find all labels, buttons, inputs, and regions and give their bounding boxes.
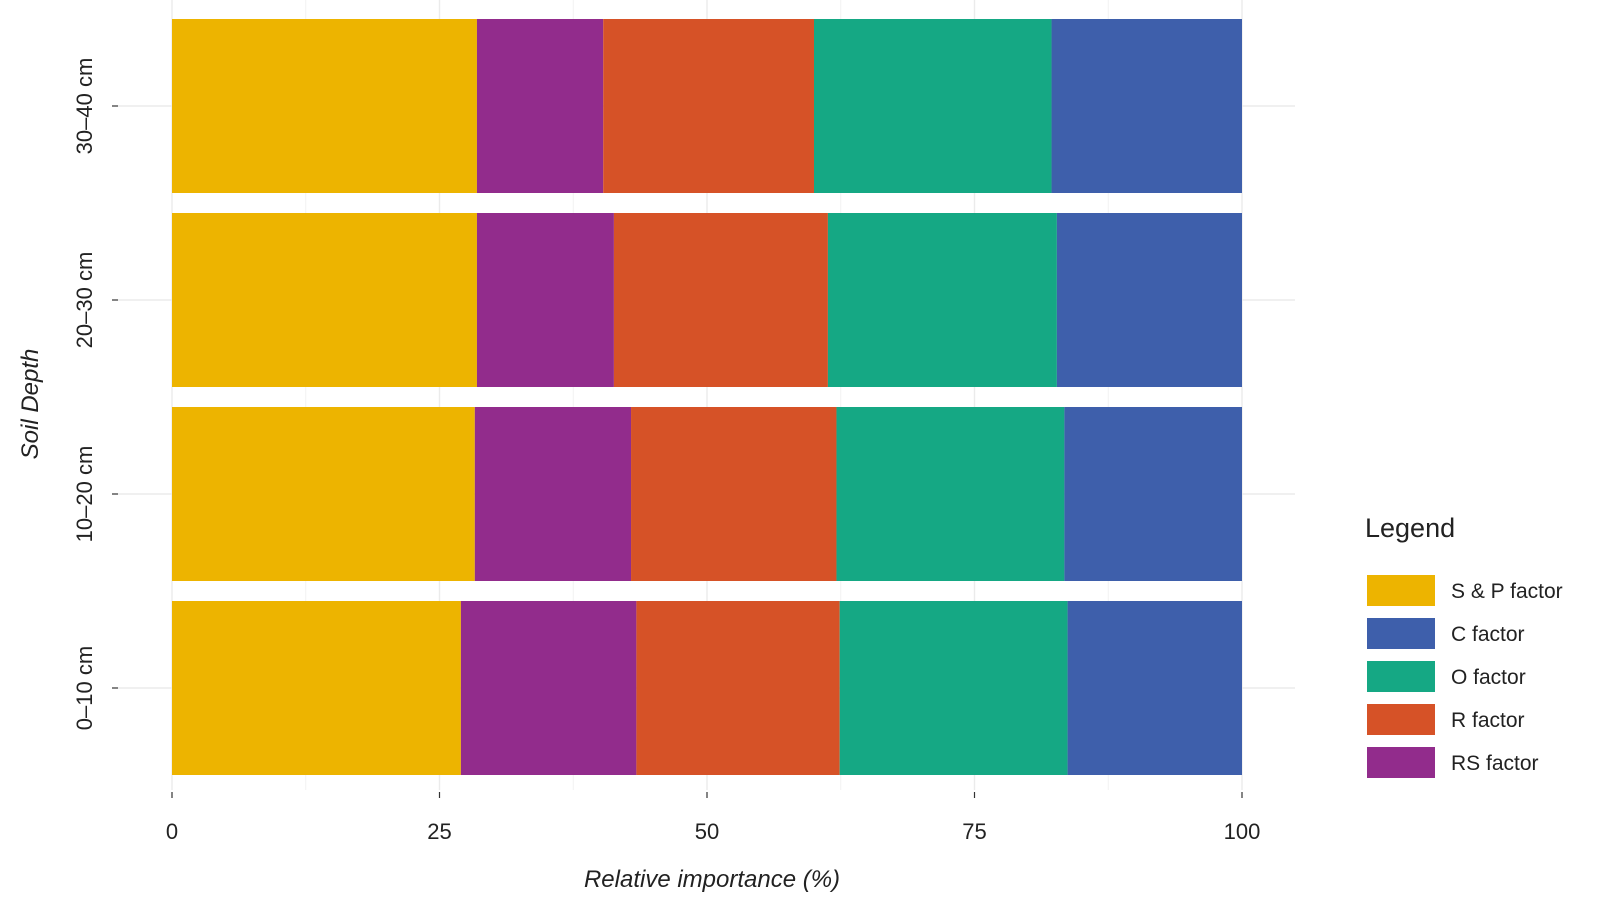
bar-segment bbox=[603, 19, 814, 193]
bar-segment bbox=[476, 213, 614, 387]
y-axis: 0–10 cm 10–20 cm 20–30 cm 30–40 cm bbox=[72, 58, 118, 730]
legend-key bbox=[1367, 747, 1435, 778]
bar-segment bbox=[172, 19, 477, 193]
bar-segment bbox=[827, 213, 1057, 387]
legend-title: Legend bbox=[1365, 513, 1455, 543]
x-tick-label: 0 bbox=[166, 819, 178, 844]
bar-segment bbox=[172, 213, 477, 387]
bar-segment bbox=[1064, 407, 1242, 581]
x-axis: 0 25 50 75 100 bbox=[166, 792, 1260, 844]
x-tick-label: 25 bbox=[427, 819, 451, 844]
y-tick-label: 30–40 cm bbox=[72, 58, 97, 155]
legend-key bbox=[1367, 661, 1435, 692]
bar-segment bbox=[839, 601, 1068, 775]
y-tick-label: 0–10 cm bbox=[72, 646, 97, 730]
legend-key bbox=[1367, 704, 1435, 735]
legend-key bbox=[1367, 575, 1435, 606]
bar-segment bbox=[172, 601, 461, 775]
bar-segment bbox=[631, 407, 837, 581]
bar-segment bbox=[1051, 19, 1242, 193]
bar-segment bbox=[1067, 601, 1242, 775]
y-tick-label: 10–20 cm bbox=[72, 446, 97, 543]
legend: Legend S & P factor C factor O factor R fac… bbox=[1365, 513, 1563, 778]
bar-segment bbox=[474, 407, 632, 581]
bar-segment bbox=[636, 601, 840, 775]
legend-label: R factor bbox=[1451, 709, 1525, 732]
legend-key bbox=[1367, 618, 1435, 649]
legend-label: C factor bbox=[1451, 623, 1525, 646]
x-tick-label: 50 bbox=[695, 819, 719, 844]
bars bbox=[172, 19, 1242, 775]
bar-segment bbox=[836, 407, 1065, 581]
bar-segment bbox=[476, 19, 604, 193]
x-axis-title: Relative importance (%) bbox=[584, 866, 840, 893]
legend-label: O factor bbox=[1451, 666, 1526, 689]
y-tick-label: 20–30 cm bbox=[72, 252, 97, 349]
legend-label: S & P factor bbox=[1451, 580, 1563, 603]
x-tick-label: 75 bbox=[962, 819, 986, 844]
y-axis-title: Soil Depth bbox=[17, 349, 44, 460]
bar-segment bbox=[814, 19, 1052, 193]
bar-segment bbox=[1056, 213, 1242, 387]
bar-segment bbox=[172, 407, 475, 581]
bar-segment bbox=[460, 601, 637, 775]
legend-label: RS factor bbox=[1451, 752, 1539, 775]
bar-segment bbox=[613, 213, 828, 387]
x-tick-label: 100 bbox=[1224, 819, 1261, 844]
